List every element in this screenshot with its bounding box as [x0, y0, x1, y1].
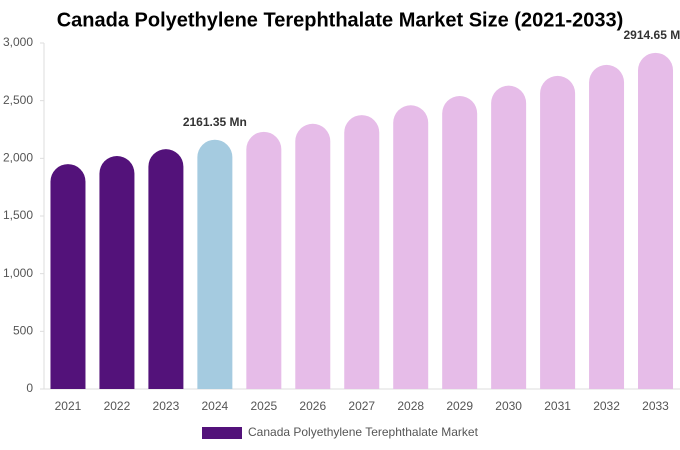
x-tick-label: 2027: [348, 399, 375, 413]
y-tick-label: 2,500: [3, 93, 33, 107]
chart-title: Canada Polyethylene Terephthalate Market…: [57, 9, 624, 31]
x-tick-label: 2023: [153, 399, 180, 413]
x-tick-label: 2029: [446, 399, 473, 413]
x-tick-label: 2032: [593, 399, 620, 413]
legend-swatch: [202, 427, 242, 439]
x-tick-label: 2033: [642, 399, 669, 413]
bar: [540, 75, 576, 390]
legend-label: Canada Polyethylene Terephthalate Market: [248, 425, 479, 439]
y-tick-label: 1,000: [3, 266, 33, 280]
x-tick-label: 2026: [299, 399, 326, 413]
y-tick-label: 0: [26, 381, 33, 395]
bar: [442, 96, 478, 389]
x-tick-label: 2028: [397, 399, 424, 413]
y-tick-label: 1,500: [3, 208, 33, 222]
value-label: 2914.65 Mn: [623, 28, 680, 42]
bar: [148, 149, 184, 389]
bar: [50, 164, 86, 389]
x-tick-label: 2031: [544, 399, 571, 413]
bar: [246, 131, 282, 390]
y-tick-label: 500: [13, 324, 33, 338]
bar: [295, 123, 331, 389]
y-tick-label: 2,000: [3, 151, 33, 165]
x-tick-label: 2022: [104, 399, 131, 413]
bar: [638, 52, 674, 390]
y-tick-label: 3,000: [3, 35, 33, 49]
bar: [393, 105, 429, 389]
x-tick-label: 2021: [55, 399, 82, 413]
bar: [589, 64, 625, 389]
bar: [344, 115, 380, 390]
x-tick-label: 2025: [250, 399, 277, 413]
value-label: 2161.35 Mn: [183, 115, 247, 129]
x-tick-label: 2030: [495, 399, 522, 413]
bar: [197, 139, 233, 389]
bar: [491, 85, 527, 389]
x-tick-label: 2024: [202, 399, 229, 413]
bar: [99, 156, 135, 389]
